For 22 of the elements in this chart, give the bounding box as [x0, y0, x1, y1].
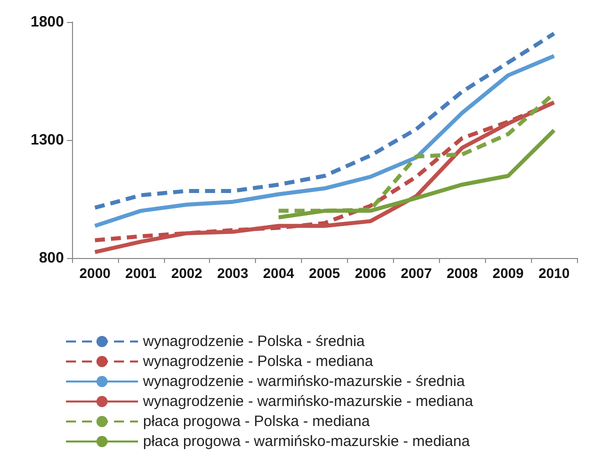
y-tick-label: 800 — [38, 250, 64, 266]
x-tick-label: 2001 — [125, 265, 157, 281]
line-series — [92, 32, 556, 210]
x-tick-label: 2006 — [354, 265, 386, 281]
legend-label: płaca progowa - warmińsko-mazurskie - mediana — [143, 433, 470, 450]
legend-label: wynagrodzenie - warmińsko-mazurskie - mediana — [142, 393, 474, 410]
y-tick-label: 1300 — [30, 132, 64, 148]
x-tick-label: 2004 — [263, 265, 294, 281]
x-tick-label: 2008 — [446, 265, 478, 281]
x-tick-label: 2005 — [308, 265, 340, 281]
legend-label: wynagrodzenie - Polska - mediana — [142, 353, 374, 370]
x-tick-label: 2007 — [400, 265, 432, 281]
x-tick-label: 2002 — [171, 265, 203, 281]
x-tick-label: 2003 — [217, 265, 248, 281]
x-tick-label: 2009 — [492, 265, 524, 281]
legend-label: wynagrodzenie - warmińsko-mazurskie - średnia — [142, 373, 466, 390]
legend-label: wynagrodzenie - Polska - średnia — [142, 333, 366, 350]
y-tick-label: 1800 — [30, 14, 64, 30]
x-tick-label: 2010 — [538, 265, 570, 281]
x-tick-label: 2000 — [79, 265, 111, 281]
line-series — [92, 54, 556, 228]
legend-label: płaca progowa - Polska - mediana — [143, 413, 370, 430]
